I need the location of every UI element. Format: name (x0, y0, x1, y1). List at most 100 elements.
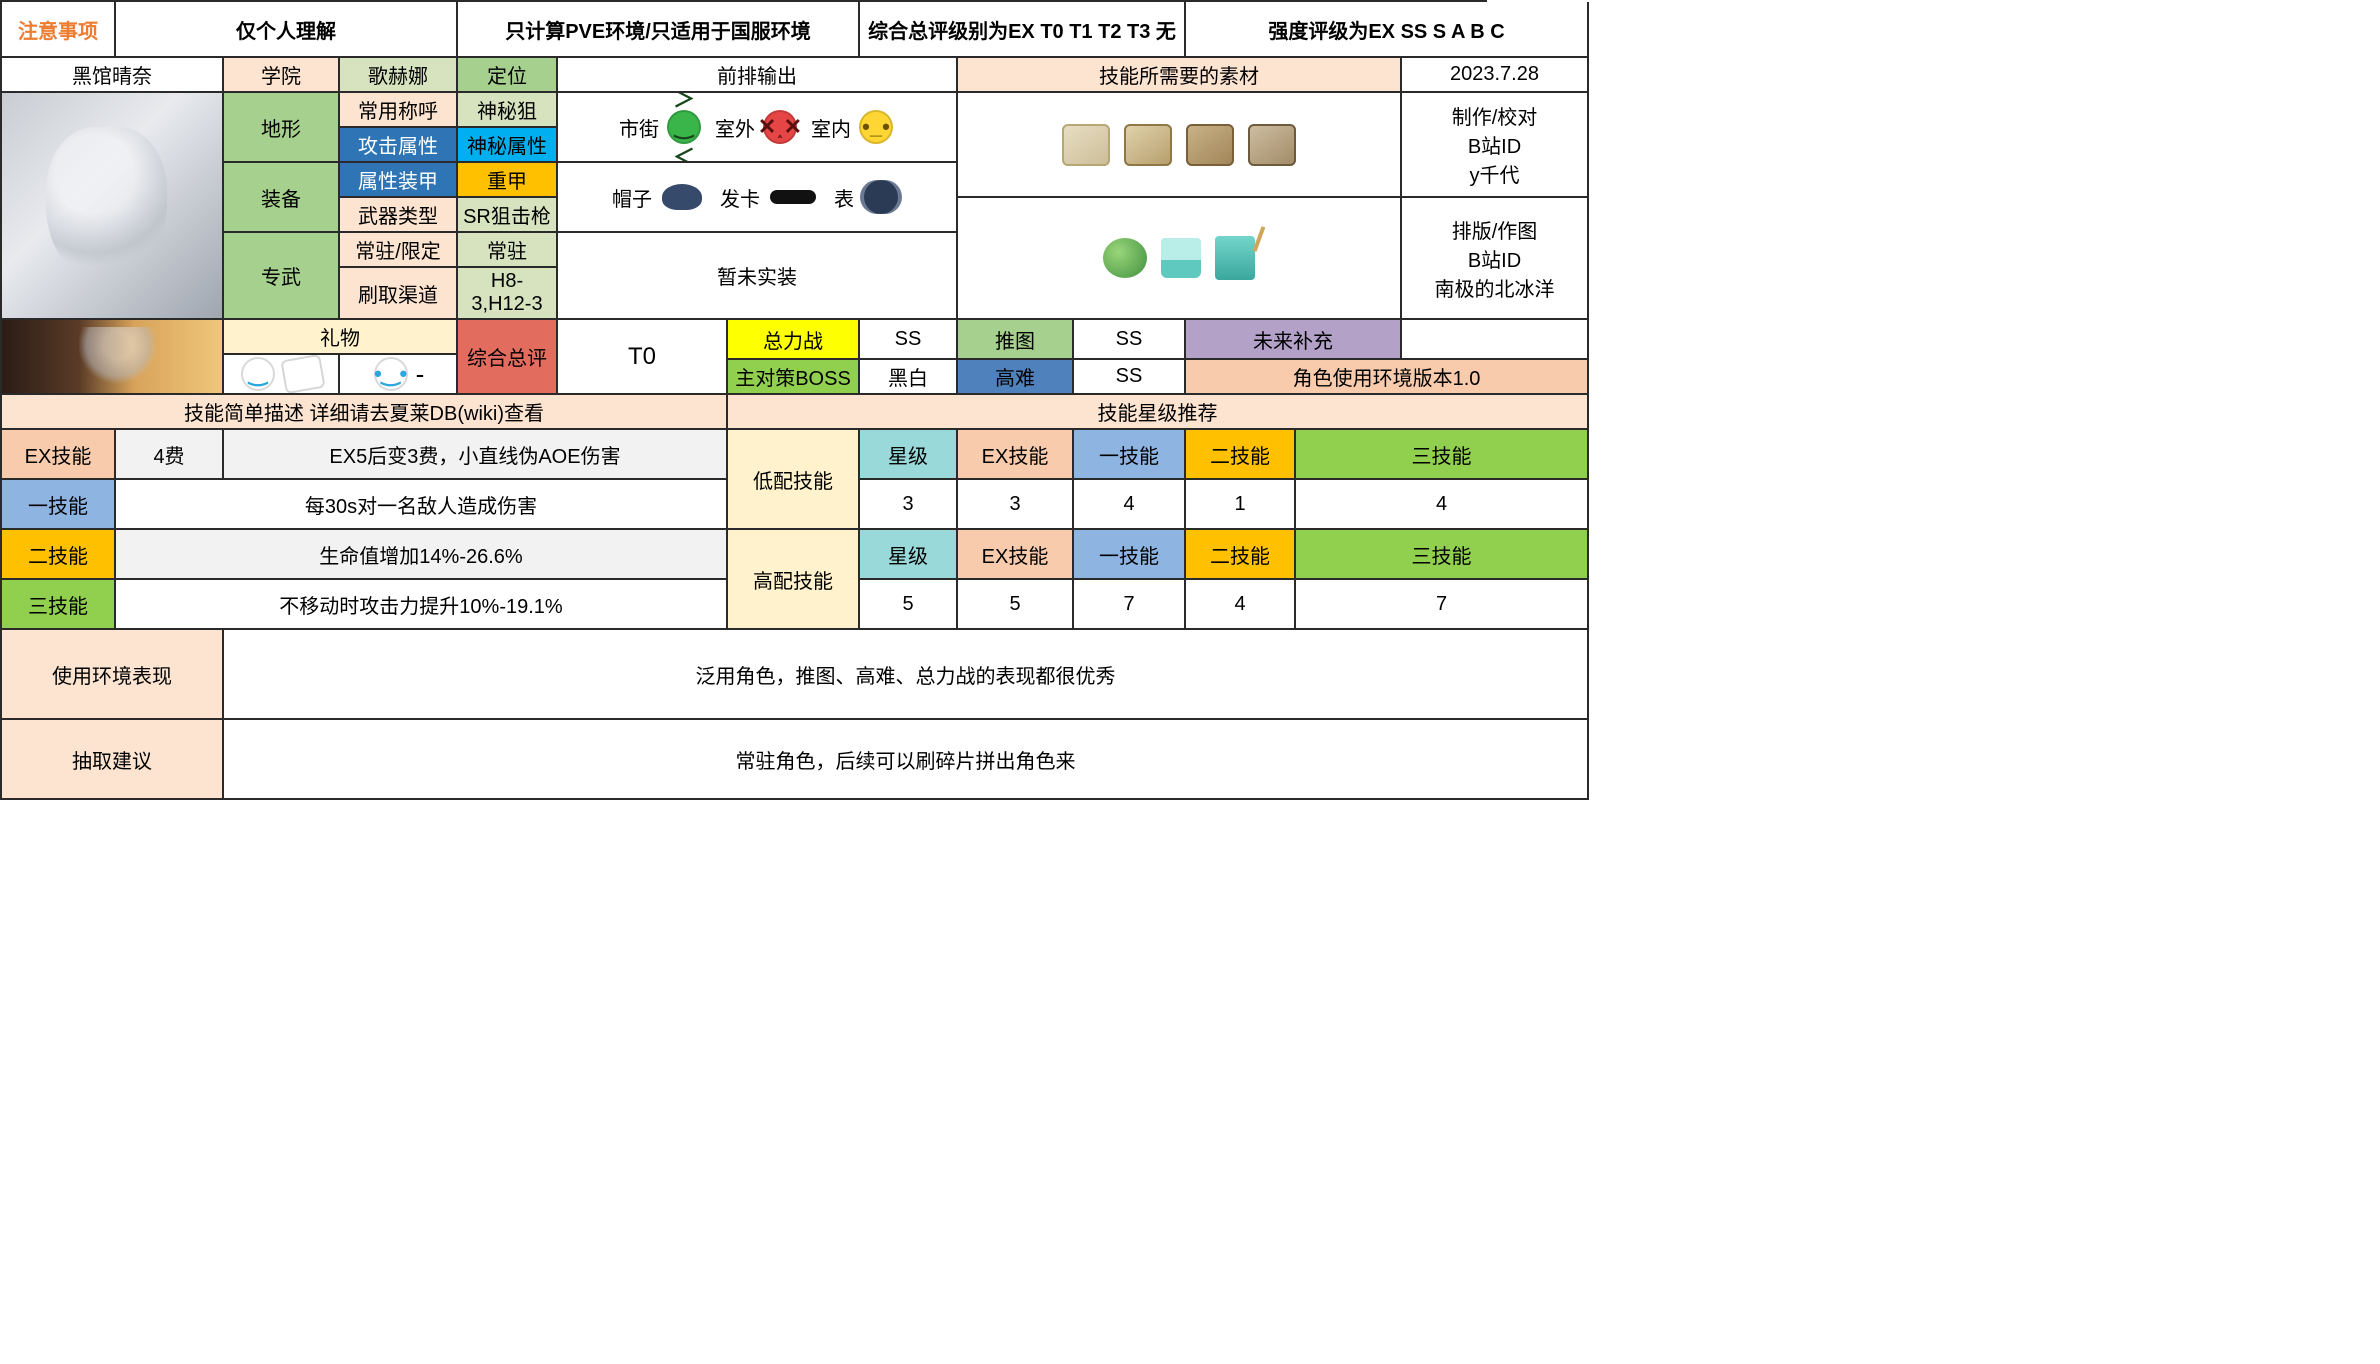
skill-name-2: 二技能 (2, 530, 116, 580)
pull-label: 抽取建议 (2, 720, 224, 800)
env-version: 角色使用环境版本1.0 (1186, 360, 1589, 395)
equip-row: 帽子 发卡 表 (558, 163, 958, 233)
material-box2-icon (1248, 124, 1296, 166)
equip-0: 帽子 (612, 183, 706, 212)
char-name: 黑馆晴奈 (2, 58, 224, 93)
material-book-icon (1124, 124, 1172, 166)
rec-col-3b: 二技能 (1186, 530, 1296, 580)
smile-icon: ＞‿＜ (241, 357, 275, 391)
rec-high-4: 7 (1296, 580, 1589, 630)
date-cell: 2023.7.28 (1402, 58, 1589, 93)
skill-desc-0: EX5后变3费，小直线伪AOE伤害 (224, 430, 728, 480)
material-glass-icon (1161, 238, 1201, 278)
header-personal: 仅个人理解 (116, 2, 458, 58)
meh-icon: •_• (859, 110, 893, 144)
rec-col-0a: 星级 (860, 430, 958, 480)
weapon-value: 暂未实装 (558, 233, 958, 320)
notice-label: 注意事项 (18, 15, 98, 44)
rating-overall-label: 综合总评 (458, 320, 558, 395)
rec-col-3a: 二技能 (1186, 430, 1296, 480)
attr-key-1: 常用称呼 (340, 93, 458, 128)
gift-item-icon (280, 355, 325, 394)
attr-key-0: 学院 (224, 58, 340, 93)
weapon-label: 专武 (224, 233, 340, 320)
rating-future-blank (1402, 320, 1589, 360)
attr-key-4: 武器类型 (340, 198, 458, 233)
rec-low-3: 1 (1186, 480, 1296, 530)
skill-name-1: 一技能 (2, 480, 116, 530)
equip-label: 装备 (224, 163, 340, 233)
header-pve: 只计算PVE环境/只适用于国服环境 (458, 2, 860, 58)
equip-1-label: 发卡 (720, 183, 760, 212)
material-juice-icon (1215, 236, 1255, 280)
materials-row2 (958, 198, 1402, 320)
rating-k-2: 推图 (958, 320, 1074, 360)
header-strength-scale: 强度评级为EX SS S A B C (1186, 2, 1589, 58)
portrait-image (2, 93, 224, 320)
rec-low-label: 低配技能 (728, 430, 860, 530)
credit-1: 制作/校对 B站ID y千代 (1402, 93, 1589, 198)
character-sheet: 注意事项 仅个人理解 只计算PVE环境/只适用于国服环境 综合总评级别为EX T… (0, 0, 1487, 800)
material-box1-icon (1186, 124, 1234, 166)
rec-col-1a: EX技能 (958, 430, 1074, 480)
materials-row1 (958, 93, 1402, 198)
hat-icon (662, 184, 702, 210)
skill-desc-1: 每30s对一名敌人造成伤害 (116, 480, 728, 530)
rating-k-0: 总力战 (728, 320, 860, 360)
role-value: 前排输出 (558, 58, 958, 93)
header-overall-scale: 综合总评级别为EX T0 T1 T2 T3 无 (860, 2, 1186, 58)
rating-future: 未来补充 (1186, 320, 1402, 360)
attr-val-1: 神秘狙 (458, 93, 558, 128)
terrain-2-label: 室内 (811, 113, 851, 142)
rec-col-4a: 三技能 (1296, 430, 1589, 480)
env-text: 泛用角色，推图、高难、总力战的表现都很优秀 (224, 630, 1589, 720)
skill-name-3: 三技能 (2, 580, 116, 630)
rec-high-2: 7 (1074, 580, 1186, 630)
rec-col-2b: 一技能 (1074, 530, 1186, 580)
credit-2: 排版/作图 B站ID 南极的北冰洋 (1402, 198, 1589, 320)
banner-image (2, 320, 224, 395)
gift-dash: - (416, 359, 425, 390)
rating-k-3: 高难 (958, 360, 1074, 395)
rec-high-0: 5 (860, 580, 958, 630)
terrain-0-label: 市街 (619, 113, 659, 142)
rec-col-1b: EX技能 (958, 530, 1074, 580)
material-scroll-icon (1062, 124, 1110, 166)
pull-text: 常驻角色，后续可以刷碎片拼出角色来 (224, 720, 1589, 800)
rec-low-0: 3 (860, 480, 958, 530)
attr-val-4: SR狙击枪 (458, 198, 558, 233)
rec-low-2: 4 (1074, 480, 1186, 530)
attr-val-0: 歌赫娜 (340, 58, 458, 93)
skills-left-header: 技能简单描述 详细请去夏莱DB(wiki)查看 (2, 395, 728, 430)
skill-cost-0: 4费 (116, 430, 224, 480)
gift-label: 礼物 (224, 320, 458, 355)
rec-col-2a: 一技能 (1074, 430, 1186, 480)
attr-key-2: 攻击属性 (340, 128, 458, 163)
skill-desc-2: 生命值增加14%-26.6% (116, 530, 728, 580)
rating-k-1: 主对策BOSS (728, 360, 860, 395)
terrain-1-label: 室外 (715, 113, 755, 142)
attr-key-5: 常驻/限定 (340, 233, 458, 268)
materials-label: 技能所需要的素材 (958, 58, 1402, 93)
terrain-1: 室外 ✕˰✕ (715, 110, 799, 144)
equip-0-label: 帽子 (612, 183, 652, 212)
laugh-icon: ＞‿＜ (667, 110, 701, 144)
terrain-row: 市街 ＞‿＜ 室外 ✕˰✕ 室内 •_• (558, 93, 958, 163)
rating-v-3: SS (1074, 360, 1186, 395)
smile2-icon: •‿• (374, 357, 408, 391)
angry-icon: ✕˰✕ (763, 110, 797, 144)
rec-col-4b: 三技能 (1296, 530, 1589, 580)
rating-v-0: SS (860, 320, 958, 360)
skills-right-header: 技能星级推荐 (728, 395, 1589, 430)
rating-v-1: 黑白 (860, 360, 958, 395)
equip-2: 表 (834, 180, 902, 214)
env-label: 使用环境表现 (2, 630, 224, 720)
skill-name-0: EX技能 (2, 430, 116, 480)
rating-v-2: SS (1074, 320, 1186, 360)
rec-high-3: 4 (1186, 580, 1296, 630)
attr-val-5: 常驻 (458, 233, 558, 268)
rec-low-4: 4 (1296, 480, 1589, 530)
rec-low-1: 3 (958, 480, 1074, 530)
terrain-0: 市街 ＞‿＜ (619, 110, 703, 144)
role-label: 定位 (458, 58, 558, 93)
